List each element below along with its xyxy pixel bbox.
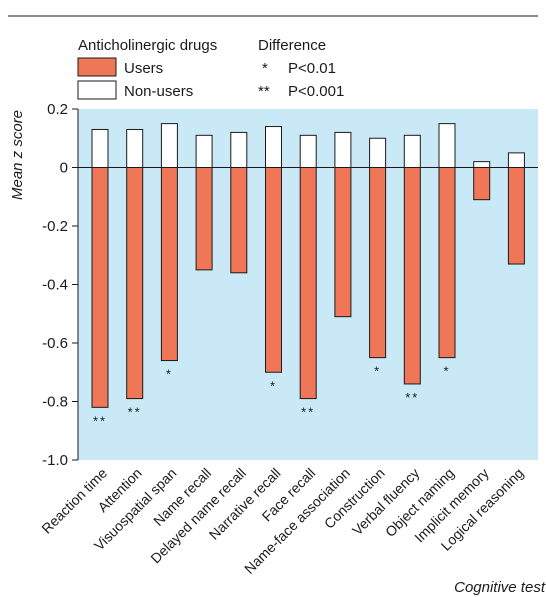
bar-non-users <box>195 134 213 168</box>
bar-users <box>473 167 491 201</box>
bar-non-users <box>334 131 352 168</box>
y-tick-label: -1.0 <box>42 452 68 469</box>
x-axis-title: Cognitive test <box>454 579 546 596</box>
bar-non-users <box>126 128 144 169</box>
bar-users <box>299 167 317 400</box>
bar-users <box>438 167 456 359</box>
legend-swatch-users <box>77 57 117 77</box>
significance-mark: ** <box>93 413 107 428</box>
significance-mark: ** <box>405 390 419 405</box>
bar-non-users <box>265 126 282 169</box>
bar-users <box>195 167 213 271</box>
bar-users <box>507 167 525 265</box>
legend-label-users: Users <box>124 60 163 77</box>
legend-diff-label-1: P<0.01 <box>288 60 336 77</box>
bar-non-users <box>299 134 317 168</box>
bar-non-users <box>160 123 178 168</box>
significance-mark: ** <box>301 405 315 420</box>
bar-users <box>126 167 144 400</box>
legend-label-non-users: Non-users <box>124 83 193 100</box>
bar-users <box>230 167 248 274</box>
significance-mark: * <box>270 378 277 393</box>
y-tick-label: -0.4 <box>42 277 68 294</box>
y-tick-label: -0.8 <box>42 394 68 411</box>
legend: Anticholinergic drugs Users Non-users Di… <box>77 37 344 100</box>
significance-mark: * <box>374 364 381 379</box>
y-axis-title: Mean z score <box>9 110 26 200</box>
y-tick-label: -0.6 <box>42 335 68 352</box>
y-tick-label: -0.2 <box>42 218 68 235</box>
legend-diff-symbol-2: ** <box>258 83 270 100</box>
y-tick-label: 0 <box>60 160 68 177</box>
significance-marks: ************ <box>93 364 450 429</box>
significance-mark: ** <box>128 405 142 420</box>
bar-users <box>265 167 282 373</box>
bar-users <box>369 167 387 359</box>
bar-non-users <box>507 152 525 168</box>
bar-users <box>334 167 352 318</box>
legend-diff-symbol-1: * <box>262 60 268 77</box>
bar-non-users <box>438 123 456 168</box>
legend-diff-title: Difference <box>258 37 326 54</box>
legend-group-title: Anticholinergic drugs <box>78 37 217 54</box>
bar-users <box>403 167 421 385</box>
bar-users <box>160 167 178 362</box>
bar-non-users <box>403 134 421 168</box>
y-tick-label: 0.2 <box>47 101 68 118</box>
legend-swatch-non-users <box>77 80 117 100</box>
bar-non-users <box>369 137 387 168</box>
bar-non-users <box>91 128 109 169</box>
significance-mark: * <box>166 367 173 382</box>
bar-non-users <box>473 161 491 168</box>
bar-users <box>91 167 109 408</box>
bars <box>78 123 538 408</box>
legend-diff-label-2: P<0.001 <box>288 83 344 100</box>
y-axis: 0.2 0 -0.2 -0.4 -0.6 -0.8 -1.0 <box>42 101 79 469</box>
bar-non-users <box>230 131 248 168</box>
significance-mark: * <box>443 364 450 379</box>
